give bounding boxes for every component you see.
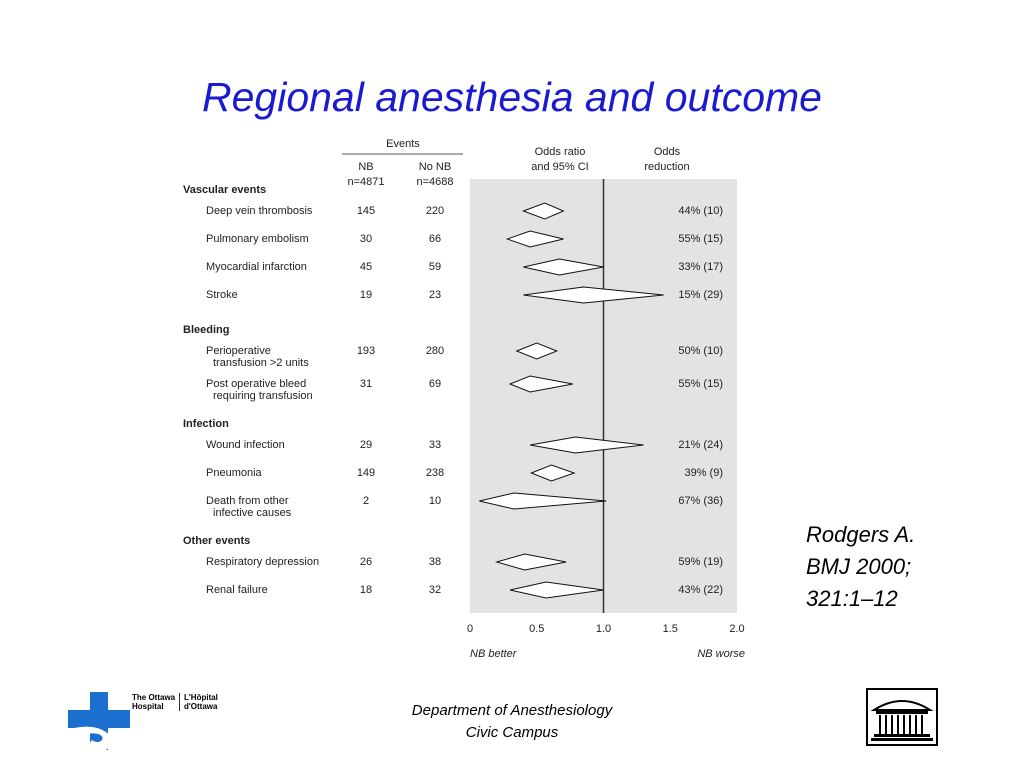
odds-reduction-header-2: reduction xyxy=(644,161,689,173)
nb-header: NB xyxy=(358,161,373,173)
nb-value: 193 xyxy=(357,345,375,357)
odds-ratio-diamond xyxy=(479,492,607,510)
row-label: Wound infection xyxy=(206,439,285,451)
odds-reduction-value: 15% (29) xyxy=(678,289,723,301)
odds-ratio-diamond xyxy=(515,342,559,360)
odds-reduction-value: 33% (17) xyxy=(678,261,723,273)
nonb-value: 33 xyxy=(429,439,441,451)
odds-ratio-diamond xyxy=(521,202,565,220)
nonb-count-header: n=4688 xyxy=(416,176,453,188)
row-label-continued: infective causes xyxy=(213,507,292,519)
ottawa-hospital-logo: The Ottawa Hospital L'Hôpital d'Ottawa xyxy=(66,690,266,754)
odds-ratio-ci-header: and 95% CI xyxy=(531,161,588,173)
reference-citation: Rodgers A. BMJ 2000; 321:1–12 xyxy=(806,519,915,615)
odds-ratio-diamond xyxy=(523,286,664,304)
odds-ratio-diamond xyxy=(494,553,567,571)
odds-ratio-diamond xyxy=(509,581,604,599)
odds-ratio-diamond xyxy=(530,464,576,482)
odds-reduction-value: 59% (19) xyxy=(678,556,723,568)
slide-title: Regional anesthesia and outcome xyxy=(202,74,822,120)
odds-reduction-value: 44% (10) xyxy=(678,205,723,217)
odds-reduction-value: 55% (15) xyxy=(678,233,723,245)
nonb-value: 69 xyxy=(429,378,441,390)
forest-plot: Events NB n=4871 No NB n=4688 Odds ratio and 9… xyxy=(183,138,745,660)
x-tick-label: 1.5 xyxy=(663,623,678,635)
row-label: Pneumonia xyxy=(206,467,263,479)
group-heading: Infection xyxy=(183,418,229,430)
row-label-continued: transfusion >2 units xyxy=(213,357,309,369)
row-label: Stroke xyxy=(206,289,238,301)
nonb-value: 32 xyxy=(429,584,441,596)
events-header: Events xyxy=(386,138,420,150)
nb-value: 30 xyxy=(360,233,372,245)
odds-ratio-diamond xyxy=(529,436,644,454)
nb-count-header: n=4871 xyxy=(347,176,384,188)
nonb-value: 23 xyxy=(429,289,441,301)
row-label: Deep vein thrombosis xyxy=(206,205,313,217)
odds-reduction-value: 67% (36) xyxy=(678,495,723,507)
reference-line: 321:1–12 xyxy=(806,586,898,611)
nb-value: 19 xyxy=(360,289,372,301)
x-right-label: NB worse xyxy=(697,648,745,660)
nonb-value: 238 xyxy=(426,467,444,479)
x-left-label: NB better xyxy=(470,648,518,660)
x-tick-label: 2.0 xyxy=(729,623,744,635)
odds-ratio-diamond xyxy=(505,230,564,248)
nonb-header: No NB xyxy=(419,161,451,173)
nonb-value: 38 xyxy=(429,556,441,568)
reference-line: Rodgers A. xyxy=(806,522,916,547)
footer: Department of Anesthesiology Civic Campu… xyxy=(300,700,724,744)
odds-reduction-value: 55% (15) xyxy=(678,378,723,390)
nonb-value: 66 xyxy=(429,233,441,245)
nonb-value: 280 xyxy=(426,345,444,357)
row-label: Myocardial infarction xyxy=(206,261,307,273)
nonb-value: 10 xyxy=(429,495,441,507)
odds-reduction-header: Odds xyxy=(654,146,681,158)
logo-text-fr: L'Hôpital d'Ottawa xyxy=(179,693,218,711)
nb-value: 31 xyxy=(360,378,372,390)
footer-department: Department of Anesthesiology xyxy=(411,702,613,719)
row-label: Death from other xyxy=(206,495,289,507)
logo-text-en: The Ottawa Hospital xyxy=(132,693,176,711)
footer-campus: Civic Campus xyxy=(465,724,559,741)
nb-value: 145 xyxy=(357,205,375,217)
odds-reduction-value: 50% (10) xyxy=(678,345,723,357)
row-label: Pulmonary embolism xyxy=(206,233,309,245)
building-icon xyxy=(866,688,938,746)
row-label: Post operative bleed xyxy=(206,378,306,390)
odds-ratio-diamond xyxy=(508,375,573,393)
odds-reduction-value: 21% (24) xyxy=(678,439,723,451)
nb-value: 45 xyxy=(360,261,372,273)
group-heading: Bleeding xyxy=(183,324,229,336)
nb-value: 29 xyxy=(360,439,372,451)
odds-ratio-header: Odds ratio xyxy=(535,146,586,158)
odds-reduction-value: 43% (22) xyxy=(678,584,723,596)
nb-value: 2 xyxy=(363,495,369,507)
odds-ratio-diamond xyxy=(523,258,604,276)
x-tick-label: 0.5 xyxy=(529,623,544,635)
nonb-value: 220 xyxy=(426,205,444,217)
hospital-cross-icon xyxy=(68,692,130,752)
odds-reduction-value: 39% (9) xyxy=(684,467,723,479)
group-heading: Vascular events xyxy=(183,184,266,196)
group-heading: Other events xyxy=(183,535,250,547)
row-label: Renal failure xyxy=(206,584,268,596)
row-label: Perioperative xyxy=(206,345,271,357)
reference-line: BMJ 2000; xyxy=(806,554,912,579)
row-label-continued: requiring transfusion xyxy=(213,390,313,402)
row-label: Respiratory depression xyxy=(206,556,319,568)
x-tick-label: 1.0 xyxy=(596,623,611,635)
nb-value: 26 xyxy=(360,556,372,568)
x-tick-label: 0 xyxy=(467,623,473,635)
nonb-value: 59 xyxy=(429,261,441,273)
nb-value: 149 xyxy=(357,467,375,479)
nb-value: 18 xyxy=(360,584,372,596)
